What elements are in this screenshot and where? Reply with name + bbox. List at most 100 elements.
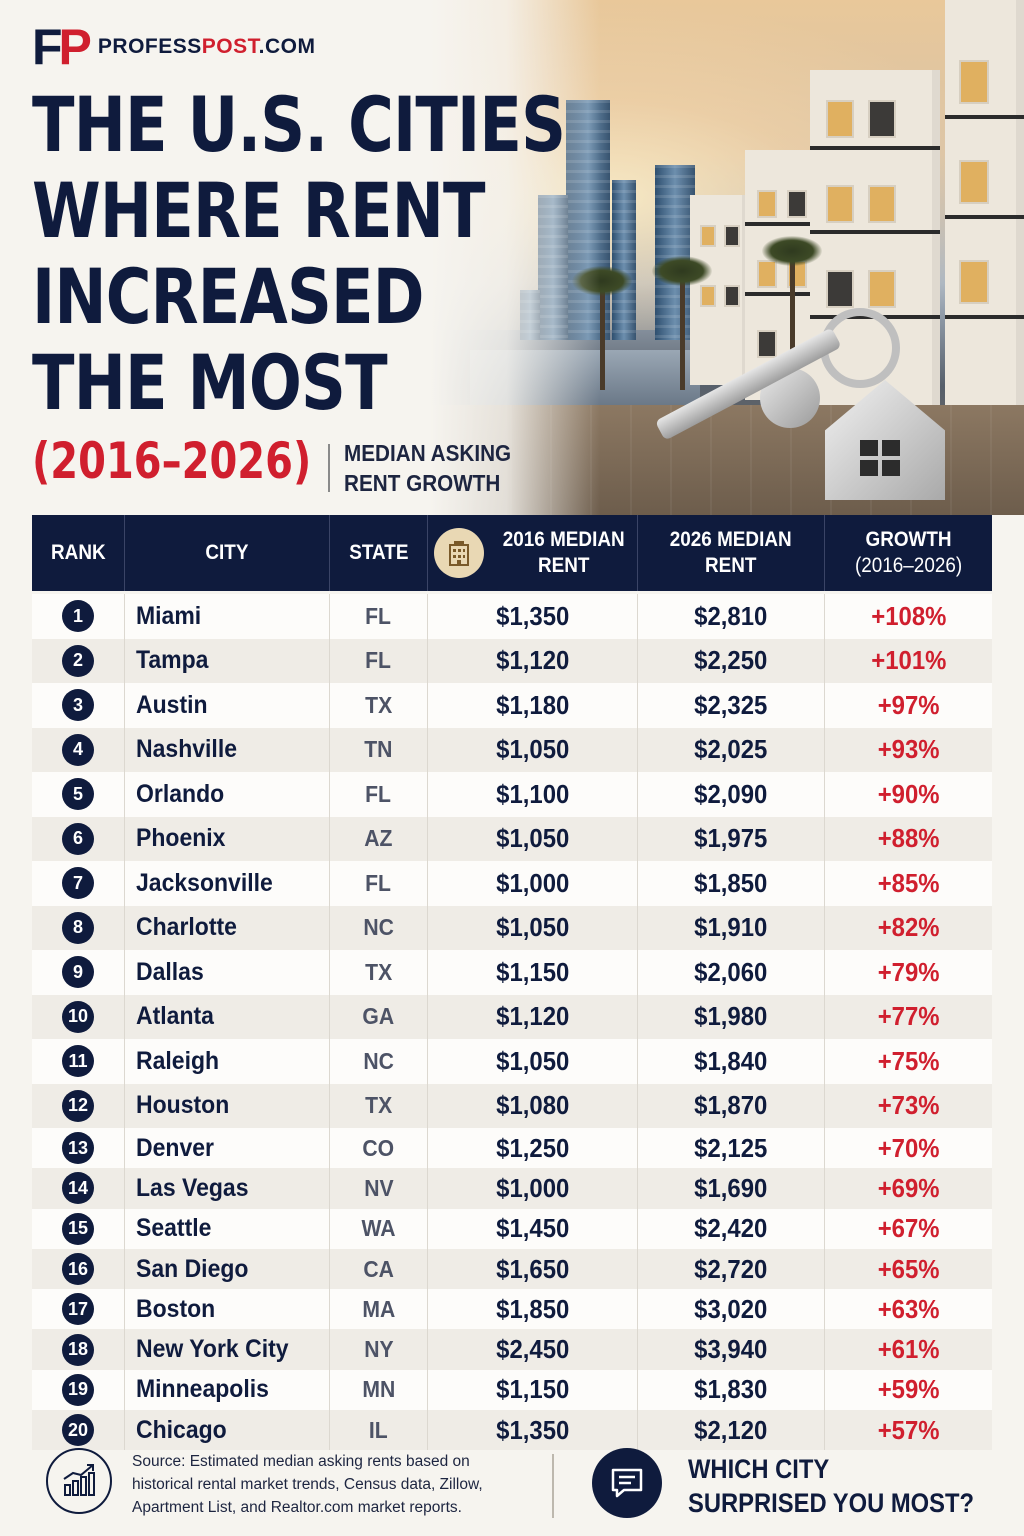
rank-cell: 14 bbox=[32, 1168, 125, 1209]
growth-cell: +97% bbox=[825, 683, 992, 728]
rent-2026-cell: $2,025 bbox=[638, 727, 825, 772]
site-name: PROFESSPOST.COM bbox=[97, 35, 316, 58]
table-header: RANK CITY STATE 2016 MEDIAN RENT 2026 MED… bbox=[32, 515, 992, 591]
rent-2016-value: $2,450 bbox=[495, 1334, 570, 1365]
city-cell: Atlanta bbox=[125, 994, 330, 1039]
rent-2016-value: $1,350 bbox=[495, 1414, 570, 1445]
header-state: STATE bbox=[330, 515, 428, 591]
rank-badge: 17 bbox=[62, 1293, 94, 1326]
rent-2016-value: $1,050 bbox=[495, 823, 570, 854]
growth-value: +108% bbox=[870, 600, 947, 631]
growth-cell: +88% bbox=[825, 817, 992, 862]
rent-2026-value: $2,120 bbox=[694, 1414, 768, 1445]
rent-2016-value: $1,350 bbox=[495, 600, 570, 631]
rent-2026-value: $1,840 bbox=[694, 1045, 768, 1076]
rent-2026-value: $1,690 bbox=[694, 1172, 768, 1203]
growth-value: +65% bbox=[877, 1253, 940, 1284]
city-value: Raleigh bbox=[136, 1046, 220, 1075]
subtitle: MEDIAN ASKING RENT GROWTH bbox=[344, 440, 512, 496]
rank-cell: 19 bbox=[32, 1369, 125, 1411]
rank-cell: 18 bbox=[32, 1329, 125, 1370]
rank-cell: 6 bbox=[32, 816, 125, 861]
growth-cell: +108% bbox=[825, 594, 992, 639]
rent-2016-cell: $1,080 bbox=[428, 1083, 638, 1128]
rent-2016-cell: $1,150 bbox=[428, 950, 638, 995]
state-cell: TX bbox=[330, 950, 428, 995]
rent-2026-cell: $2,060 bbox=[638, 950, 825, 995]
rent-2016-value: $1,000 bbox=[495, 867, 570, 898]
rank-cell: 9 bbox=[32, 950, 125, 995]
city-value: Charlotte bbox=[136, 913, 237, 942]
rank-cell: 12 bbox=[32, 1083, 125, 1128]
rent-2026-cell: $1,850 bbox=[638, 861, 825, 906]
city-value: Orlando bbox=[136, 779, 225, 808]
city-cell: Houston bbox=[125, 1083, 330, 1128]
city-cell: Boston bbox=[125, 1289, 330, 1330]
rent-2016-value: $1,180 bbox=[495, 689, 570, 720]
skyscraper bbox=[655, 165, 695, 340]
growth-value: +77% bbox=[877, 1001, 940, 1032]
rent-2016-value: $1,120 bbox=[495, 645, 570, 676]
growth-cell: +67% bbox=[825, 1209, 992, 1249]
rank-cell: 20 bbox=[32, 1410, 125, 1451]
growth-value: +67% bbox=[877, 1213, 940, 1244]
growth-cell: +59% bbox=[825, 1370, 992, 1410]
city-cell: Nashville bbox=[125, 727, 330, 772]
rent-2026-value: $3,020 bbox=[694, 1293, 768, 1324]
state-cell: CO bbox=[330, 1128, 428, 1169]
state-value: MN bbox=[362, 1376, 395, 1403]
rent-2026-cell: $2,120 bbox=[638, 1410, 825, 1451]
state-value: FL bbox=[365, 647, 392, 674]
skyscraper bbox=[612, 180, 636, 340]
state-cell: CA bbox=[330, 1248, 428, 1290]
growth-value: +57% bbox=[877, 1414, 940, 1445]
state-value: NY bbox=[363, 1336, 394, 1363]
state-cell: MA bbox=[330, 1289, 428, 1330]
table-row: 13 Denver CO $1,250 $2,125 +70% bbox=[32, 1128, 992, 1169]
rent-2016-value: $1,450 bbox=[495, 1213, 570, 1244]
header-growth: GROWTH (2016–2026) bbox=[854, 528, 963, 577]
rent-2016-cell: $1,100 bbox=[428, 772, 638, 817]
city-value: Atlanta bbox=[136, 1002, 214, 1031]
table-row: 6 Phoenix AZ $1,050 $1,975 +88% bbox=[32, 816, 992, 862]
city-value: Minneapolis bbox=[136, 1375, 269, 1404]
rent-2016-cell: $1,180 bbox=[428, 683, 638, 728]
rent-2016-value: $1,150 bbox=[495, 956, 570, 987]
rent-2016-cell: $1,050 bbox=[428, 816, 638, 861]
growth-value: +82% bbox=[877, 912, 940, 943]
rent-2016-cell: $1,350 bbox=[428, 1410, 638, 1451]
city-value: Dallas bbox=[136, 957, 204, 986]
table-row: 7 Jacksonville FL $1,000 $1,850 +85% bbox=[32, 861, 992, 906]
growth-cell: +93% bbox=[825, 728, 992, 773]
rank-cell: 1 bbox=[32, 594, 125, 639]
growth-value: +101% bbox=[870, 645, 947, 676]
rent-2016-value: $1,250 bbox=[495, 1132, 570, 1163]
rent-2016-value: $1,080 bbox=[495, 1090, 570, 1121]
city-cell: Phoenix bbox=[125, 816, 330, 861]
city-cell: Orlando bbox=[125, 772, 330, 817]
table-row: 8 Charlotte NC $1,050 $1,910 +82% bbox=[32, 905, 992, 950]
header-rank: RANK bbox=[32, 515, 125, 591]
state-cell: WA bbox=[330, 1208, 428, 1249]
growth-value: +85% bbox=[877, 867, 940, 898]
state-value: WA bbox=[361, 1215, 396, 1242]
state-cell: TX bbox=[330, 1083, 428, 1128]
state-value: TX bbox=[364, 1092, 393, 1119]
rent-2026-cell: $1,975 bbox=[638, 816, 825, 861]
rank-badge: 12 bbox=[62, 1089, 94, 1122]
rank-cell: 3 bbox=[32, 683, 125, 728]
growth-value: +73% bbox=[877, 1090, 940, 1121]
rent-2016-value: $1,050 bbox=[495, 912, 570, 943]
city-cell: Minneapolis bbox=[125, 1369, 330, 1411]
rent-2026-cell: $1,840 bbox=[638, 1039, 825, 1084]
growth-value: +79% bbox=[877, 956, 940, 987]
city-value: Jacksonville bbox=[136, 868, 273, 897]
rank-badge: 4 bbox=[62, 733, 94, 766]
chat-bubble-icon bbox=[592, 1448, 662, 1518]
state-value: TX bbox=[364, 958, 393, 985]
state-value: MA bbox=[362, 1295, 395, 1322]
rent-2026-cell: $2,250 bbox=[638, 638, 825, 683]
